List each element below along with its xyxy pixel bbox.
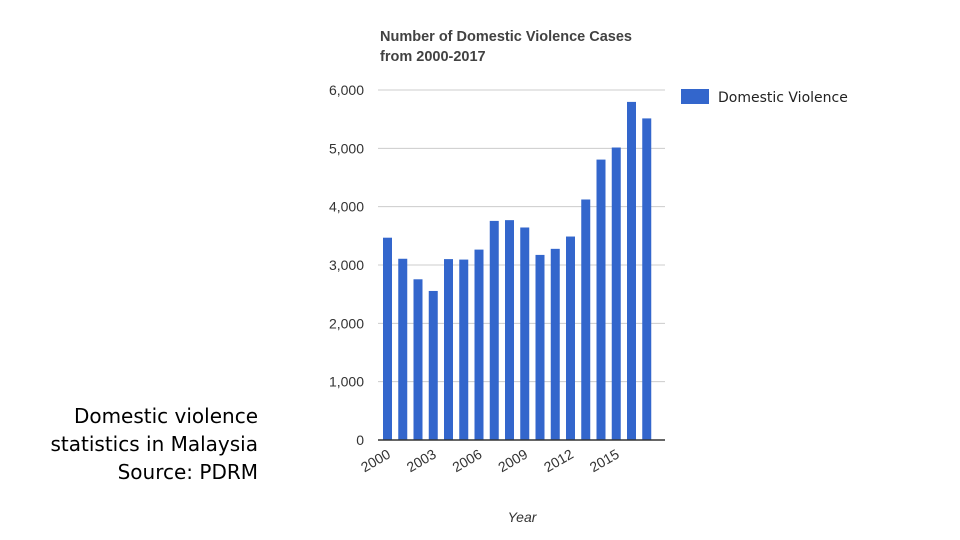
x-tick-label: 2009 — [495, 446, 530, 476]
y-tick-label: 6,000 — [329, 82, 364, 98]
y-tick-label: 1,000 — [329, 374, 364, 390]
legend: Domestic Violence — [681, 89, 848, 106]
legend-swatch — [681, 89, 709, 104]
x-tick-label: 2003 — [404, 446, 439, 476]
y-tick-label: 0 — [356, 432, 364, 448]
bar-2014 — [596, 159, 606, 440]
bar-2004 — [444, 259, 453, 440]
bar-2012 — [566, 236, 575, 440]
caption-line-3: Source: PDRM — [117, 460, 258, 484]
x-tick-label: 2015 — [587, 446, 622, 476]
x-axis-title: Year — [508, 509, 538, 525]
y-tick-label: 5,000 — [329, 140, 364, 156]
bar-2010 — [535, 254, 545, 440]
y-tick-label: 2,000 — [329, 315, 364, 331]
bar-2011 — [550, 248, 560, 440]
bar-2005 — [459, 259, 469, 440]
bar-2003 — [428, 290, 438, 440]
bar-2002 — [413, 279, 423, 440]
chart-title-line-1: Number of Domestic Violence Cases — [380, 29, 632, 45]
bar-2000 — [383, 237, 392, 440]
x-axis-ticks: 2000 2003 2006 2009 2012 2015 — [358, 446, 622, 476]
bar-2008 — [505, 220, 514, 440]
bar-2015 — [611, 147, 621, 440]
y-tick-label: 4,000 — [329, 199, 364, 215]
x-tick-label: 2012 — [541, 446, 576, 476]
y-tick-label: 3,000 — [329, 257, 364, 273]
caption-line-1: Domestic violence — [73, 404, 258, 428]
bar-2016 — [627, 101, 636, 441]
bar-2017 — [642, 118, 652, 441]
bar-2013 — [581, 199, 591, 440]
bar-2001 — [398, 258, 408, 440]
legend-label: Domestic Violence — [718, 90, 848, 106]
chart-title-line-2: from 2000-2017 — [380, 49, 486, 65]
bar-2007 — [489, 220, 499, 440]
x-tick-label: 2006 — [450, 446, 485, 476]
y-axis-ticks: 0 1,000 2,000 3,000 4,000 5,000 6,000 — [329, 82, 364, 448]
bars — [383, 101, 652, 441]
bar-2006 — [474, 249, 484, 440]
x-tick-label: 2000 — [358, 446, 393, 476]
caption-line-2: statistics in Malaysia — [50, 432, 259, 456]
bar-2009 — [520, 227, 530, 440]
caption: Domestic violence statistics in Malaysia… — [20, 402, 259, 486]
